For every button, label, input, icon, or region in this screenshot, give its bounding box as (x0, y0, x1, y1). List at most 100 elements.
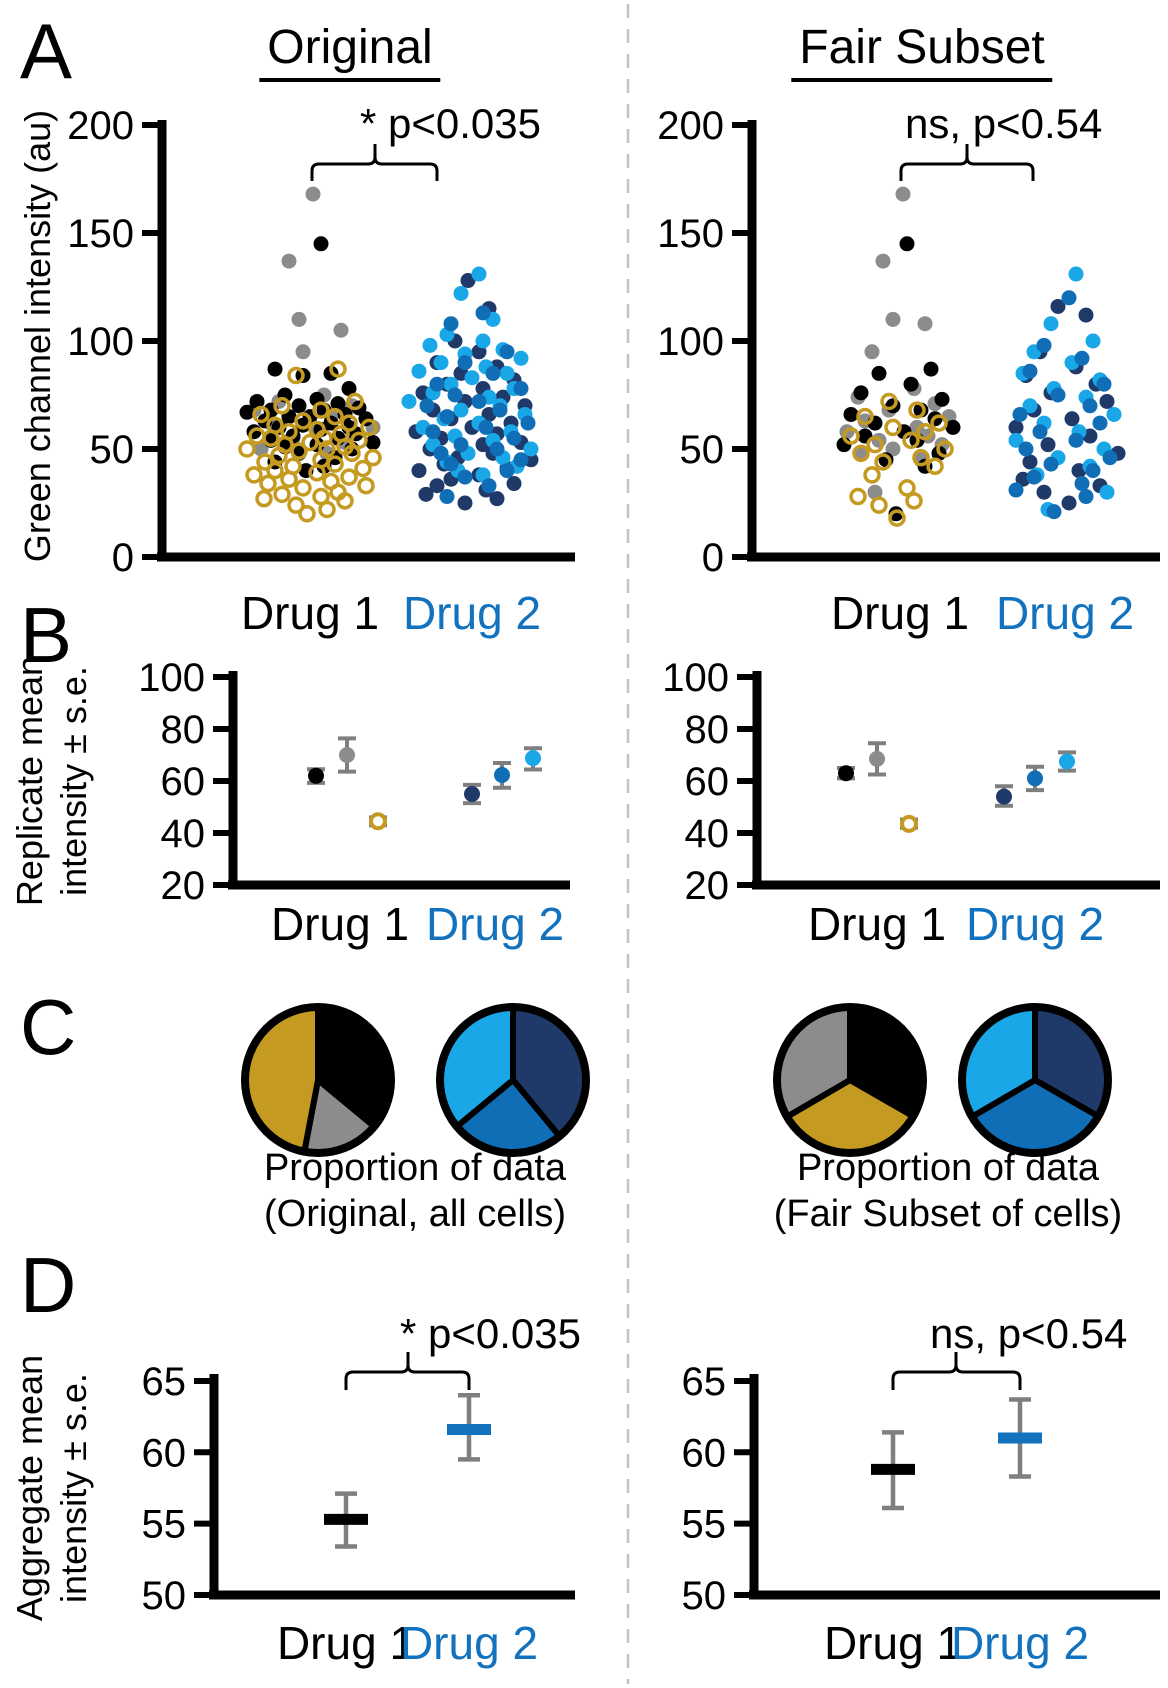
panel-label-b: B (20, 591, 73, 679)
data-point (457, 355, 473, 371)
axis-category-label-drug2: Drug 2 (965, 898, 1105, 950)
data-point-open (280, 470, 298, 488)
data-point (1008, 432, 1024, 448)
data-point (471, 393, 487, 409)
data-point-open (916, 422, 934, 441)
data-point (934, 391, 950, 407)
data-point (864, 344, 880, 360)
panel-label-d: D (20, 1241, 77, 1329)
data-point-open (256, 453, 274, 471)
data-point (475, 333, 491, 349)
data-point-open (326, 455, 344, 473)
y-tick-label: 50 (682, 1574, 727, 1618)
data-point (358, 411, 374, 427)
data-point (475, 305, 491, 321)
data-point (492, 402, 508, 418)
data-point (253, 441, 269, 457)
data-point-open (863, 466, 881, 484)
data-point (945, 419, 961, 435)
data-point-open (842, 427, 860, 445)
data-point (885, 311, 901, 327)
data-point-open (326, 407, 344, 426)
data-point (422, 337, 438, 353)
data-point (1036, 484, 1052, 500)
data-point (1008, 482, 1024, 498)
pie-caption-original: Proportion of data (Original, all cells) (264, 1146, 566, 1237)
y-axis-label-panel-d-line1: Aggregate mean (9, 1354, 50, 1622)
data-point (1040, 437, 1056, 453)
data-point-open (357, 476, 375, 495)
data-point (489, 441, 505, 457)
significance-bracket (891, 1352, 1022, 1390)
data-point (460, 273, 476, 289)
data-point (513, 452, 529, 468)
mean-point-open (900, 814, 918, 833)
data-point (1008, 419, 1024, 435)
axis-category-label-drug1: Drug 1 (240, 587, 380, 639)
data-point-open (336, 492, 354, 510)
data-point (239, 404, 255, 420)
data-point (489, 491, 505, 507)
pie-outline (241, 1003, 395, 1157)
data-point (429, 376, 445, 392)
mean-point (1059, 753, 1075, 770)
data-point (411, 463, 427, 479)
axis-category-label-drug1: Drug 1 (276, 1617, 416, 1669)
data-point-open (902, 431, 920, 450)
data-point (899, 236, 915, 252)
data-point (1092, 415, 1108, 431)
mean-point (494, 767, 510, 784)
significance-label-swarm-fair: ns, p<0.54 (905, 100, 1103, 147)
data-point-open (926, 457, 944, 476)
data-point (464, 370, 480, 386)
data-point (418, 486, 434, 502)
data-point (471, 266, 487, 282)
y-tick-label: 50 (90, 428, 135, 472)
data-point (909, 419, 925, 435)
data-point-open (874, 453, 892, 471)
y-tick-label: 40 (161, 812, 206, 856)
significance-label-aggregate-fair: ns, p<0.54 (930, 1310, 1128, 1357)
panel-label-c: C (20, 983, 77, 1071)
data-point-open (287, 496, 305, 514)
pie-caption-fair-subset-line1: Proportion of data (796, 1147, 1100, 1189)
y-tick-label: 55 (682, 1503, 727, 1547)
data-point-open (364, 448, 382, 467)
y-tick-label: 60 (685, 760, 730, 804)
data-point (457, 495, 473, 511)
data-point (295, 344, 311, 360)
y-tick-label: 0 (112, 536, 134, 580)
y-tick-label: 65 (682, 1360, 727, 1404)
data-point (1043, 316, 1059, 332)
data-point-open (870, 496, 888, 514)
axis-category-label-drug2: Drug 2 (402, 587, 542, 639)
data-point (1022, 454, 1038, 470)
data-point (1082, 398, 1098, 414)
data-point-open (266, 461, 284, 480)
significance-label-aggregate-original: * p<0.035 (400, 1310, 582, 1357)
data-point (295, 417, 311, 433)
pie-slice (242, 1004, 321, 1155)
data-point-open (270, 446, 288, 465)
data-point-open (346, 392, 364, 411)
axis-category-label-drug2: Drug 2 (950, 1617, 1090, 1669)
axis-category-label-drug1: Drug 1 (823, 1617, 963, 1669)
y-tick-label: 150 (657, 212, 724, 256)
data-point (291, 398, 307, 414)
y-axis-label-panel-d: Aggregate mean intensity ± s.e. (8, 1355, 96, 1621)
y-tick-label: 50 (142, 1574, 187, 1618)
axis-category-label-drug1: Drug 1 (270, 898, 410, 950)
data-point (478, 419, 494, 435)
data-point (1096, 376, 1112, 392)
data-point (411, 363, 427, 379)
data-point-open (245, 466, 263, 484)
column-title-fair-subset: Fair Subset (791, 21, 1053, 82)
data-point (1099, 484, 1115, 500)
axis-category-label-drug1: Drug 1 (830, 587, 970, 639)
data-point-open (849, 487, 867, 506)
data-point-open (259, 474, 277, 493)
data-point (313, 236, 329, 252)
y-axis-label-panel-a: Green channel intensity (au) (17, 109, 58, 563)
data-point-open (360, 418, 378, 437)
